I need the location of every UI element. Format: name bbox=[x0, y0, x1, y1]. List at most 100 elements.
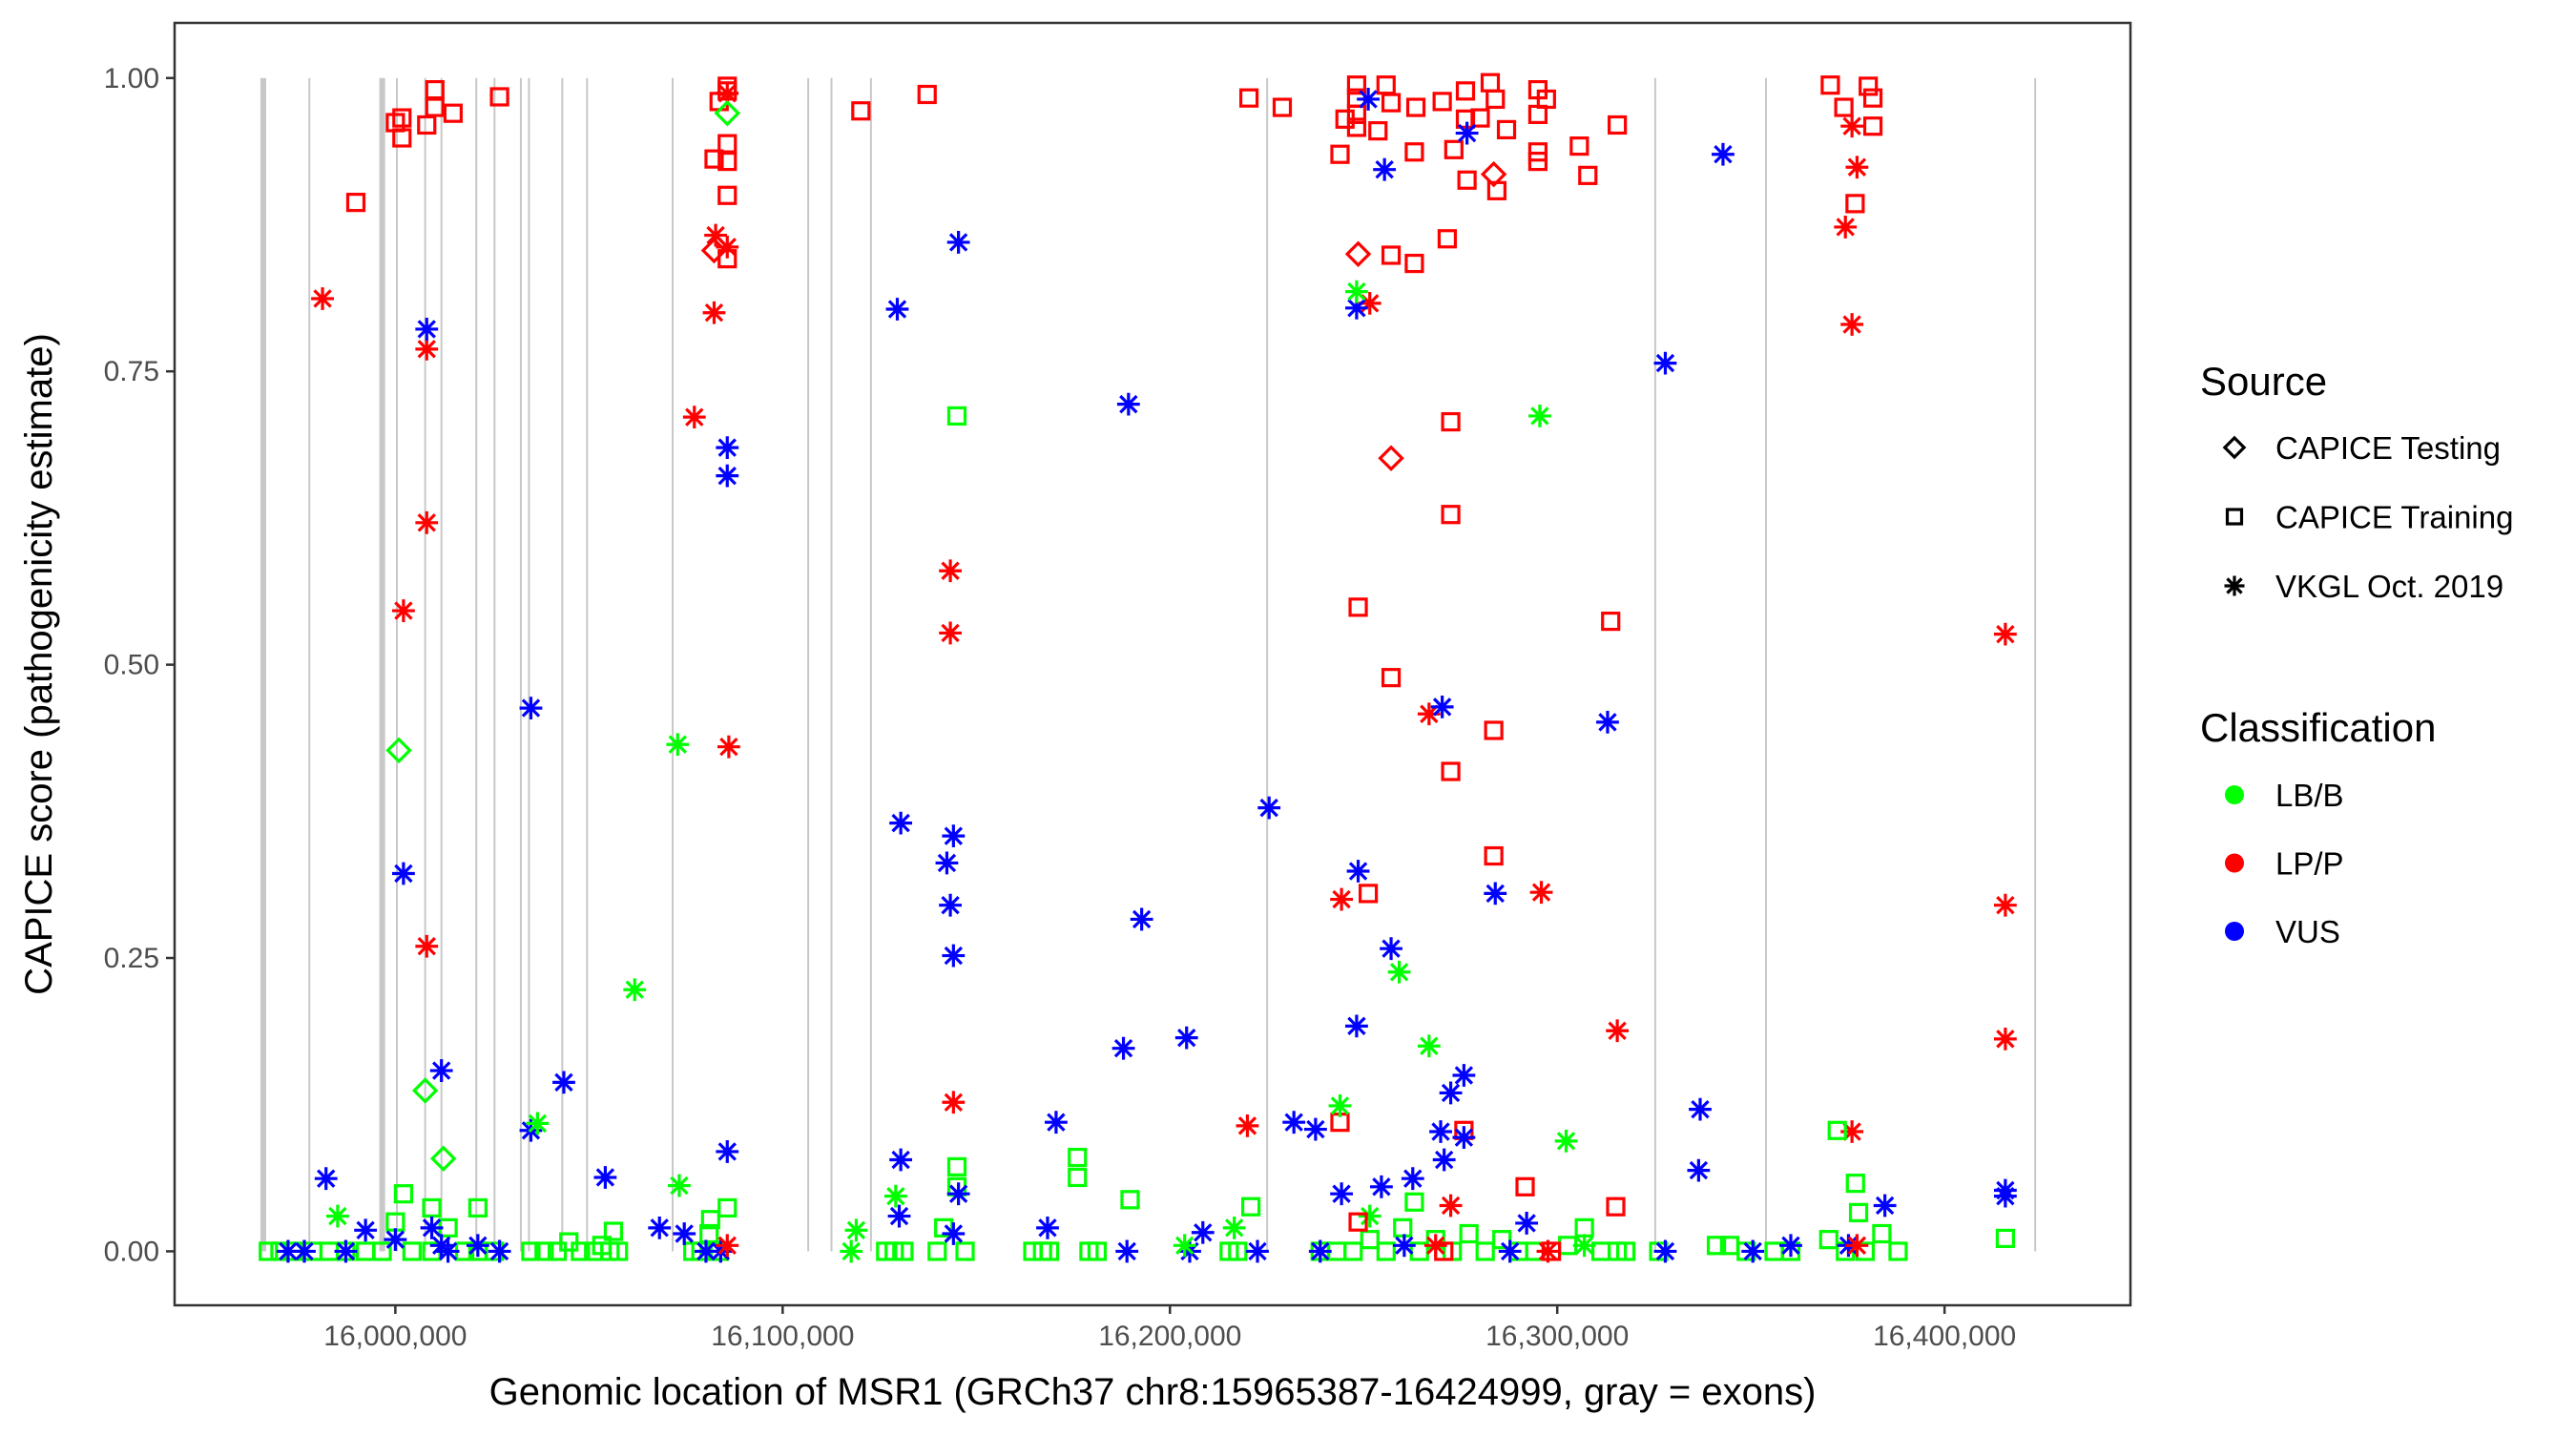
data-point-training bbox=[1444, 139, 1464, 159]
data-point-vkgl bbox=[1111, 1036, 1135, 1060]
data-point-vkgl bbox=[526, 1112, 550, 1135]
data-point-vkgl bbox=[1401, 1167, 1424, 1191]
data-point-training bbox=[1475, 1241, 1495, 1261]
data-point-vkgl bbox=[552, 1071, 575, 1094]
data-point-vkgl bbox=[415, 934, 439, 958]
data-point-training bbox=[1496, 119, 1517, 139]
data-point-training bbox=[1404, 1192, 1424, 1212]
data-point-vkgl bbox=[668, 1174, 691, 1197]
data-point-vkgl bbox=[939, 893, 962, 917]
data-point-training bbox=[1578, 165, 1598, 185]
exon-line bbox=[493, 77, 496, 1252]
data-point-training bbox=[603, 1221, 624, 1241]
data-point-vkgl bbox=[1387, 960, 1411, 984]
data-point-vkgl bbox=[1840, 114, 1864, 138]
data-point-vkgl bbox=[436, 1239, 460, 1263]
data-point-training bbox=[1601, 612, 1621, 632]
data-point-training bbox=[1348, 597, 1368, 617]
data-point-vkgl bbox=[1222, 1216, 1246, 1239]
x-axis: 16,000,000 16,100,000 16,200,000 16,300,000… bbox=[323, 1305, 2016, 1352]
exon-line bbox=[2034, 77, 2037, 1252]
data-point-vkgl bbox=[1873, 1194, 1897, 1217]
data-point-training bbox=[345, 193, 366, 213]
legend-item-lp-p: LP/P bbox=[2225, 846, 2344, 882]
data-point-vkgl bbox=[1536, 1239, 1560, 1263]
data-point-training bbox=[1615, 1241, 1636, 1261]
y-axis-title: CAPICE score (pathogenicity estimate) bbox=[18, 333, 60, 995]
data-point-training bbox=[1405, 97, 1426, 117]
data-point-vkgl bbox=[1346, 860, 1370, 883]
exon-layer bbox=[260, 77, 2037, 1252]
legend-label: CAPICE Training bbox=[2275, 500, 2513, 535]
data-point-training bbox=[1862, 88, 1883, 108]
legend-source-items: CAPICE Testing CAPICE Training VKGL Oct. 2… bbox=[2222, 430, 2513, 604]
data-point-vkgl bbox=[1834, 216, 1858, 239]
data-point-vkgl bbox=[1653, 1239, 1677, 1263]
data-point-training bbox=[717, 1197, 737, 1218]
data-point-testing bbox=[385, 737, 412, 764]
data-point-training bbox=[1087, 1241, 1108, 1261]
data-point-training bbox=[1368, 121, 1388, 141]
data-point-vkgl bbox=[293, 1239, 316, 1263]
data-point-training bbox=[927, 1241, 947, 1261]
x-tick-label: 16,300,000 bbox=[1485, 1321, 1629, 1352]
data-point-vkgl bbox=[1246, 1239, 1269, 1263]
exon-line bbox=[1765, 77, 1768, 1252]
data-point-vkgl bbox=[1572, 1234, 1596, 1258]
data-point-vkgl bbox=[885, 298, 909, 321]
x-tick-label: 16,400,000 bbox=[1873, 1321, 2016, 1352]
data-point-vkgl bbox=[1115, 1239, 1139, 1263]
data-point-training bbox=[1606, 1197, 1626, 1217]
data-point-training bbox=[1330, 144, 1350, 164]
data-point-vkgl bbox=[1191, 1220, 1215, 1244]
data-point-vkgl bbox=[1417, 702, 1441, 726]
exon-line bbox=[830, 77, 833, 1252]
data-point-vkgl bbox=[277, 1239, 300, 1263]
x-tick-label: 16,100,000 bbox=[711, 1321, 854, 1352]
data-point-training bbox=[1393, 1217, 1413, 1238]
data-point-vkgl bbox=[1515, 1212, 1539, 1235]
exon-line bbox=[475, 77, 478, 1252]
data-point-training bbox=[1381, 245, 1402, 265]
data-point-training bbox=[392, 108, 412, 128]
data-point-vkgl bbox=[1439, 1081, 1463, 1105]
data-point-vkgl bbox=[488, 1239, 511, 1263]
data-point-vkgl bbox=[695, 1239, 717, 1263]
data-point-training bbox=[1827, 1120, 1847, 1140]
exon-line bbox=[379, 77, 385, 1252]
data-point-vkgl bbox=[1840, 1120, 1864, 1143]
data-point-vkgl bbox=[1528, 405, 1551, 427]
data-point-vkgl bbox=[1358, 1204, 1381, 1228]
data-point-training bbox=[1455, 81, 1476, 101]
data-point-testing bbox=[1480, 160, 1507, 188]
legend-label: VUS bbox=[2275, 914, 2340, 949]
data-point-training bbox=[489, 87, 509, 107]
data-point-vkgl bbox=[1308, 1239, 1332, 1263]
legend-item-training: CAPICE Training bbox=[2225, 500, 2513, 535]
legend-item-vkgl: VKGL Oct. 2019 bbox=[2224, 569, 2503, 604]
data-point-vkgl bbox=[623, 978, 647, 1002]
data-point-vkgl bbox=[889, 1148, 913, 1172]
data-point-vkgl bbox=[1045, 1111, 1068, 1134]
data-point-training bbox=[1492, 1230, 1512, 1250]
y-axis: 0.00 0.25 0.50 0.75 1.00 bbox=[104, 63, 175, 1267]
data-point-training bbox=[1484, 845, 1504, 866]
data-point-training bbox=[1470, 108, 1490, 128]
data-point-training bbox=[1272, 97, 1293, 117]
exon-line bbox=[869, 77, 872, 1252]
data-point-training bbox=[851, 101, 871, 121]
data-point-vkgl bbox=[1993, 1027, 2017, 1051]
data-point-training bbox=[1608, 114, 1628, 135]
data-point-training bbox=[1346, 75, 1367, 95]
data-point-training bbox=[1515, 1176, 1535, 1197]
data-point-vkgl bbox=[1993, 1184, 2017, 1208]
data-point-vkgl bbox=[1484, 882, 1507, 905]
exon-line bbox=[528, 77, 530, 1252]
data-point-training bbox=[884, 1241, 904, 1261]
data-point-training bbox=[1459, 1223, 1479, 1244]
exon-line bbox=[440, 77, 443, 1252]
data-point-training bbox=[609, 1241, 629, 1261]
data-point-vkgl bbox=[1779, 1234, 1802, 1258]
data-point-training bbox=[393, 1184, 414, 1204]
